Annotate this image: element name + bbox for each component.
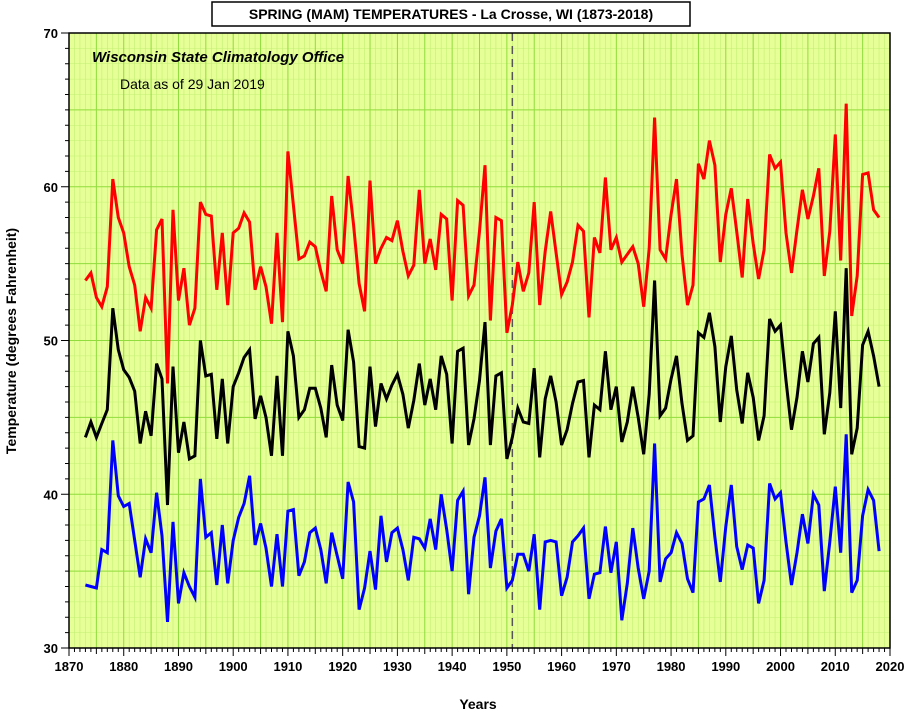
x-tick-label: 1870 xyxy=(55,659,84,674)
x-tick-label: 1920 xyxy=(328,659,357,674)
x-tick-label: 1930 xyxy=(383,659,412,674)
y-tick-label: 70 xyxy=(44,26,58,41)
x-tick-label: 2020 xyxy=(876,659,905,674)
series-line-3 xyxy=(85,434,881,622)
x-tick-label: 2010 xyxy=(821,659,850,674)
x-axis-ticks: 1870 1880 1890 1900 1910 1920 1930 1940 1950 1960… xyxy=(55,648,905,674)
x-tick-label: 1880 xyxy=(109,659,138,674)
y-axis-ticks: 30 40 50 60 70 xyxy=(44,26,69,656)
x-axis-label: Years xyxy=(459,696,497,712)
series-line-2 xyxy=(83,268,881,506)
y-tick-label: 50 xyxy=(44,334,58,349)
annotation-date: Data as of 29 Jan 2019 xyxy=(120,76,265,92)
chart-title: SPRING (MAM) TEMPERATURES - La Crosse, W… xyxy=(249,6,653,22)
x-tick-label: 1950 xyxy=(492,659,521,674)
y-axis-label: Temperature (degrees Fahrenheit) xyxy=(3,228,19,454)
x-tick-label: 1970 xyxy=(602,659,631,674)
x-tick-label: 1960 xyxy=(547,659,576,674)
y-tick-label: 60 xyxy=(44,180,58,195)
y-tick-label: 40 xyxy=(44,487,58,502)
x-tick-label: 2000 xyxy=(766,659,795,674)
y-tick-label: 30 xyxy=(44,641,58,656)
x-tick-label: 1940 xyxy=(438,659,467,674)
series-group xyxy=(83,103,881,622)
x-tick-label: 1900 xyxy=(219,659,248,674)
x-tick-label: 1890 xyxy=(164,659,193,674)
x-tick-label: 1910 xyxy=(273,659,302,674)
series-line-1 xyxy=(84,103,881,384)
title-box xyxy=(211,1,691,27)
x-tick-label: 1980 xyxy=(657,659,686,674)
annotation-source: Wisconsin State Climatology Office xyxy=(92,49,344,66)
x-tick-label: 1990 xyxy=(711,659,740,674)
